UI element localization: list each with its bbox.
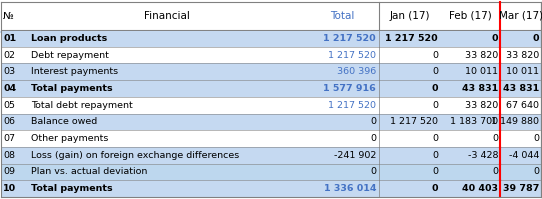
Bar [1, 97, 541, 113]
Bar [1, 47, 541, 63]
Text: 43 831: 43 831 [462, 84, 498, 93]
Text: 0: 0 [492, 34, 498, 43]
Text: 04: 04 [3, 84, 16, 93]
Text: 10 011: 10 011 [506, 67, 539, 76]
Text: -3 428: -3 428 [468, 151, 498, 160]
Text: Loss (gain) on foreign exchange differences: Loss (gain) on foreign exchange differen… [31, 151, 239, 160]
Text: 40 403: 40 403 [462, 184, 498, 193]
Text: Total debt repayment: Total debt repayment [31, 101, 133, 110]
Text: 33 820: 33 820 [506, 51, 539, 60]
Text: 1 217 520: 1 217 520 [324, 34, 376, 43]
Text: 0: 0 [492, 134, 498, 143]
Text: 0: 0 [431, 184, 438, 193]
Text: 43 831: 43 831 [503, 84, 539, 93]
Text: Total payments: Total payments [31, 84, 113, 93]
Text: 1 149 880: 1 149 880 [491, 117, 539, 126]
Text: 08: 08 [3, 151, 15, 160]
Text: Jan (17): Jan (17) [390, 11, 430, 21]
Text: 1 183 700: 1 183 700 [450, 117, 498, 126]
Text: 05: 05 [3, 101, 15, 110]
Text: Other payments: Other payments [31, 134, 108, 143]
Text: 07: 07 [3, 134, 15, 143]
Text: 0: 0 [492, 167, 498, 177]
Bar [1, 164, 541, 180]
Text: 0: 0 [432, 151, 438, 160]
Text: Balance owed: Balance owed [31, 117, 97, 126]
Text: 0: 0 [370, 134, 376, 143]
Text: 03: 03 [3, 67, 15, 76]
Text: 09: 09 [3, 167, 15, 177]
Text: 10: 10 [3, 184, 16, 193]
Text: Mar (17): Mar (17) [499, 11, 542, 21]
Text: Total payments: Total payments [31, 184, 113, 193]
Text: 1 217 520: 1 217 520 [385, 34, 438, 43]
Text: 0: 0 [432, 51, 438, 60]
Text: 0: 0 [370, 167, 376, 177]
Text: 1 217 520: 1 217 520 [328, 101, 376, 110]
Text: Loan products: Loan products [31, 34, 107, 43]
Bar [1, 30, 541, 47]
Text: 1 217 520: 1 217 520 [328, 51, 376, 60]
Text: -4 044: -4 044 [508, 151, 539, 160]
Text: 1 336 014: 1 336 014 [324, 184, 376, 193]
Text: -241 902: -241 902 [334, 151, 376, 160]
Text: Financial: Financial [144, 11, 190, 21]
Text: 360 396: 360 396 [337, 67, 376, 76]
Text: 33 820: 33 820 [464, 51, 498, 60]
Text: Plan vs. actual deviation: Plan vs. actual deviation [31, 167, 147, 177]
Text: Total: Total [330, 11, 354, 21]
Text: 02: 02 [3, 51, 15, 60]
Text: Feb (17): Feb (17) [449, 11, 492, 21]
Text: 39 787: 39 787 [502, 184, 539, 193]
Text: 06: 06 [3, 117, 15, 126]
Text: №: № [3, 11, 14, 21]
Bar [1, 2, 541, 30]
Text: 0: 0 [533, 134, 539, 143]
Text: 1 577 916: 1 577 916 [323, 84, 376, 93]
Text: 0: 0 [432, 67, 438, 76]
Text: Interest payments: Interest payments [31, 67, 118, 76]
Text: 0: 0 [370, 117, 376, 126]
Text: 1 217 520: 1 217 520 [390, 117, 438, 126]
Text: Debt repayment: Debt repayment [31, 51, 109, 60]
Bar [1, 130, 541, 147]
Text: 67 640: 67 640 [506, 101, 539, 110]
Text: 10 011: 10 011 [465, 67, 498, 76]
Text: 0: 0 [533, 167, 539, 177]
Bar [1, 63, 541, 80]
Text: 0: 0 [432, 167, 438, 177]
Bar [1, 147, 541, 164]
Bar [1, 113, 541, 130]
Text: 0: 0 [532, 34, 539, 43]
Bar [1, 180, 541, 197]
Bar [1, 80, 541, 97]
Text: 01: 01 [3, 34, 16, 43]
Text: 0: 0 [432, 101, 438, 110]
Text: 0: 0 [432, 134, 438, 143]
Text: 33 820: 33 820 [464, 101, 498, 110]
Text: 0: 0 [431, 84, 438, 93]
